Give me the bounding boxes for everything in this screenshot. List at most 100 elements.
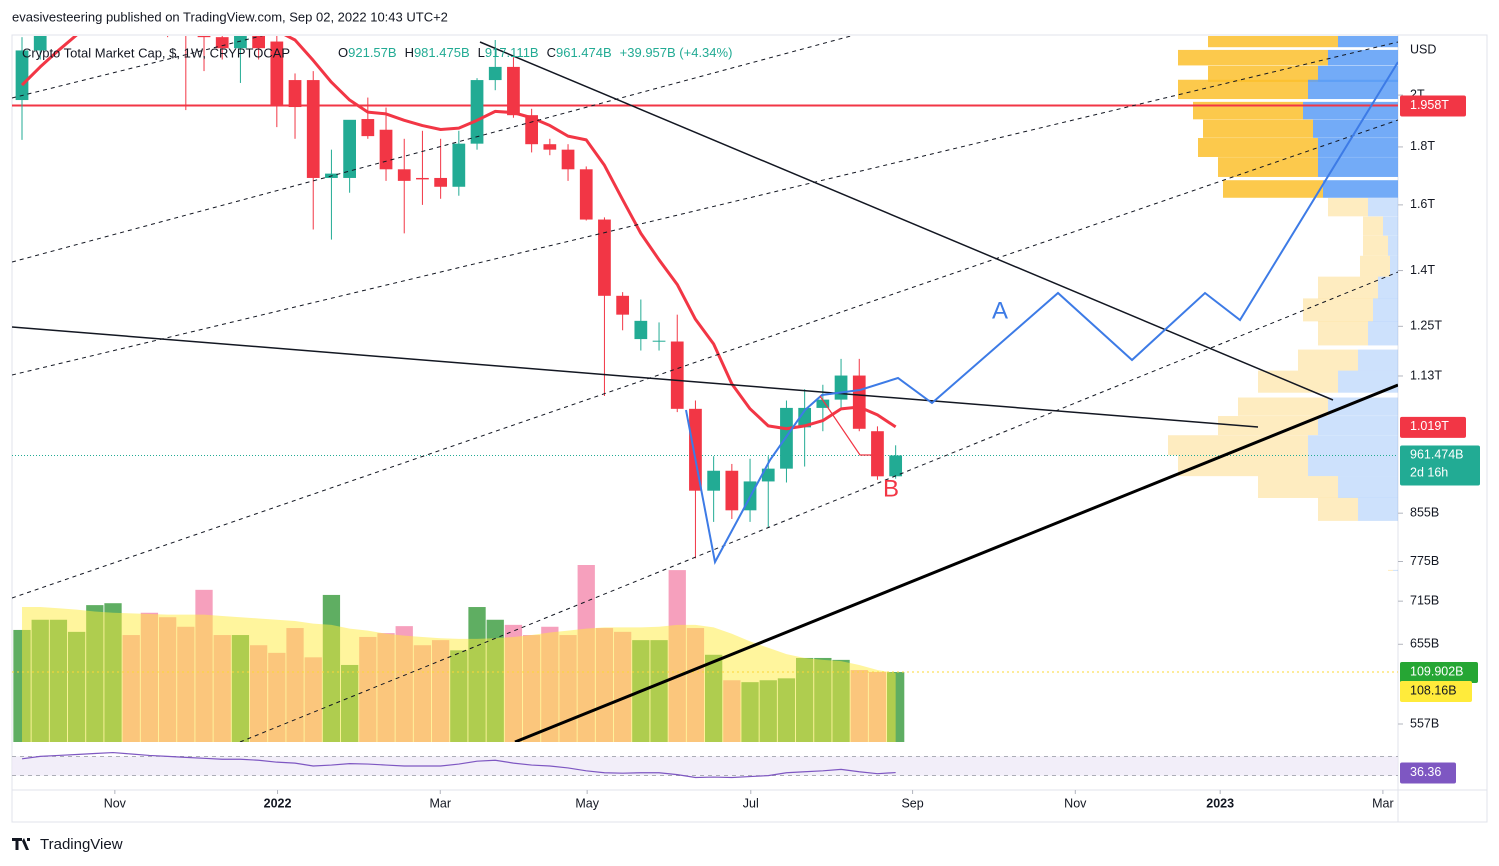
y-tick-label: 1.13T bbox=[1410, 368, 1442, 382]
profile-up bbox=[1358, 349, 1398, 371]
candle-body bbox=[689, 408, 702, 491]
profile-down bbox=[1258, 476, 1338, 499]
channel-line bbox=[12, 36, 264, 99]
volume-ma-label: 108.16B bbox=[1410, 683, 1457, 697]
candle-body bbox=[397, 169, 411, 181]
candle-body bbox=[652, 340, 666, 342]
price-pane bbox=[12, 0, 1398, 742]
y-tick-label: 655B bbox=[1410, 637, 1439, 651]
ema-line bbox=[20, 36, 897, 431]
volume-ma bbox=[22, 607, 896, 742]
profile-up bbox=[1323, 180, 1398, 198]
legend-value: 961.474B bbox=[556, 45, 612, 60]
brand: TradingView bbox=[12, 836, 123, 853]
candle-body bbox=[197, 36, 211, 38]
candle-body bbox=[798, 407, 812, 428]
currency: USD bbox=[1410, 42, 1436, 56]
projection-path bbox=[685, 61, 1398, 565]
candle-body bbox=[616, 295, 630, 315]
x-tick-label: Mar bbox=[430, 796, 452, 810]
profile-up bbox=[1303, 101, 1398, 120]
volume-label-box bbox=[1400, 662, 1478, 684]
profile-down bbox=[1318, 276, 1378, 299]
profile-up bbox=[1318, 157, 1398, 177]
profile-down bbox=[1388, 569, 1393, 571]
profile-down bbox=[1360, 255, 1390, 277]
candle-body bbox=[488, 66, 502, 81]
profile-up bbox=[1308, 435, 1398, 456]
legend-change: +39.957B (+4.34%) bbox=[620, 45, 733, 60]
x-tick-label: Mar bbox=[1372, 796, 1394, 810]
candle-body bbox=[452, 143, 466, 187]
rsi-band bbox=[12, 756, 1398, 776]
profile-up bbox=[1378, 276, 1398, 299]
background-layer bbox=[12, 751, 1398, 779]
legend-value: 917.111B bbox=[485, 45, 539, 60]
legend-key: H bbox=[405, 45, 414, 60]
wave-line bbox=[819, 395, 882, 456]
profile-up bbox=[1313, 119, 1398, 138]
candle-body bbox=[270, 41, 284, 106]
profile-down bbox=[1198, 138, 1318, 157]
y-tick-label: 1.4T bbox=[1410, 263, 1435, 277]
candle-body bbox=[33, 36, 47, 51]
candle-body bbox=[780, 407, 793, 469]
profile-up bbox=[1368, 321, 1398, 346]
trend-line bbox=[479, 41, 1334, 401]
candle-body bbox=[52, 0, 65, 10]
support-line bbox=[514, 383, 1398, 742]
y-tick-label: 1.8T bbox=[1410, 139, 1435, 153]
candle-body bbox=[361, 119, 375, 137]
profile-up bbox=[1373, 298, 1398, 322]
profile-up bbox=[1388, 235, 1398, 256]
rsi-line bbox=[21, 751, 896, 779]
profile-down bbox=[1363, 235, 1388, 256]
profile-up bbox=[1318, 416, 1398, 436]
legend-key: O bbox=[338, 45, 348, 60]
candle-body bbox=[288, 80, 302, 108]
candle-body bbox=[834, 375, 848, 400]
profile-up bbox=[1308, 455, 1398, 477]
x-tick-label: Sep bbox=[901, 796, 923, 810]
ema-label-box bbox=[1400, 416, 1466, 438]
hline-label-box bbox=[1400, 95, 1466, 117]
profile-up bbox=[1338, 370, 1398, 393]
profile-down bbox=[1328, 198, 1368, 217]
candle-body bbox=[852, 375, 866, 429]
y-tick-label: 775B bbox=[1410, 554, 1439, 568]
candle-body bbox=[634, 320, 648, 340]
candle-body bbox=[507, 66, 520, 116]
price-label: 2d 16h bbox=[1410, 466, 1448, 480]
profile-up bbox=[1368, 198, 1398, 217]
legend-key: C bbox=[547, 45, 556, 60]
profile-up bbox=[1318, 138, 1398, 157]
logo bbox=[12, 838, 30, 850]
wave-label: A bbox=[992, 297, 1008, 324]
price-label-box bbox=[1400, 445, 1480, 486]
profile-up bbox=[1328, 397, 1398, 416]
trend-line bbox=[12, 326, 1259, 428]
ema-label: 1.019T bbox=[1410, 419, 1449, 433]
header: evasivesteering published on TradingView… bbox=[12, 9, 448, 24]
profile-down bbox=[1203, 119, 1313, 138]
profile-down bbox=[1303, 298, 1373, 322]
rsi-label: 36.36 bbox=[1410, 765, 1441, 779]
profile-down bbox=[1178, 79, 1308, 100]
legend-value: 981.475B bbox=[414, 45, 470, 60]
x-tick-label: Nov bbox=[104, 796, 127, 810]
drawings: A B bbox=[12, 36, 1398, 742]
wave-label: B bbox=[883, 475, 899, 502]
profile-up bbox=[1308, 79, 1398, 100]
profile-up bbox=[1338, 36, 1398, 48]
profile-down bbox=[1318, 321, 1368, 346]
y-tick-label: 715B bbox=[1410, 593, 1439, 607]
candle-body bbox=[525, 115, 539, 145]
volume-ma-label-box bbox=[1400, 681, 1472, 703]
candle-body bbox=[215, 37, 229, 49]
profile-down bbox=[1208, 36, 1338, 48]
chart-frame bbox=[11, 34, 1488, 823]
y-tick-label: 855B bbox=[1410, 505, 1439, 519]
profile-down bbox=[1363, 216, 1383, 236]
candle-body bbox=[579, 169, 593, 220]
y-tick-label: 1.6T bbox=[1410, 197, 1435, 211]
